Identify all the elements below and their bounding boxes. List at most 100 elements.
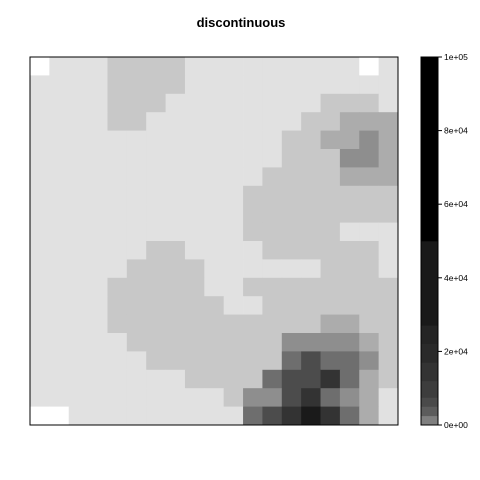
heatmap-cell [68, 241, 89, 260]
heatmap-cell [301, 314, 321, 334]
heatmap-cell [204, 296, 225, 315]
heatmap-cell [378, 259, 399, 279]
heatmap-cell [107, 185, 128, 205]
heatmap-cell [107, 333, 128, 352]
heatmap-cell [204, 222, 225, 242]
heatmap-cell [107, 369, 128, 389]
heatmap-cell [320, 351, 341, 371]
heatmap-cell [30, 259, 50, 279]
heatmap-cell [126, 93, 147, 113]
heatmap-cell [262, 185, 283, 205]
heatmap-cell [126, 277, 147, 297]
colorbar-tick-label: 1e+05 [444, 52, 468, 62]
colorbar-band [421, 344, 438, 363]
heatmap-cell [262, 296, 283, 315]
heatmap-cell [184, 369, 205, 389]
heatmap-cell [281, 296, 302, 315]
heatmap-cell [146, 277, 166, 297]
heatmap-cell [262, 167, 283, 187]
heatmap-cell [359, 351, 380, 371]
heatmap-cell [223, 185, 244, 205]
heatmap-cell [184, 222, 205, 242]
heatmap-cell [378, 130, 399, 150]
heatmap-cell [281, 277, 302, 297]
heatmap-cell [223, 93, 244, 113]
heatmap-cell [68, 296, 89, 315]
heatmap-cell [223, 369, 244, 389]
heatmap-cell [339, 388, 360, 407]
heatmap-cell [165, 277, 186, 297]
heatmap-cell [339, 185, 360, 205]
heatmap-cell [30, 222, 50, 242]
heatmap-cell [146, 296, 166, 315]
heatmap-cell [49, 277, 70, 297]
heatmap-cell [339, 333, 360, 352]
colorbar-band [421, 406, 438, 417]
heatmap-cell [281, 185, 302, 205]
heatmap-cell [301, 149, 321, 168]
heatmap-cell [107, 112, 128, 131]
heatmap-cell [339, 204, 360, 223]
heatmap-cell [378, 185, 399, 205]
heatmap-cell [88, 351, 108, 371]
heatmap-cell [281, 75, 302, 95]
heatmap-cell [126, 185, 147, 205]
heatmap-cell [184, 204, 205, 223]
heatmap-cell [243, 204, 263, 223]
heatmap-cell [281, 314, 302, 334]
heatmap-cell [107, 167, 128, 187]
heatmap-cell [146, 75, 166, 95]
heatmap-cell [281, 259, 302, 279]
heatmap-cell [30, 167, 50, 187]
heatmap-cell [378, 222, 399, 242]
heatmap-cell [359, 149, 380, 168]
colorbar-band [421, 57, 438, 242]
heatmap-cell [68, 406, 89, 426]
heatmap-cell [204, 149, 225, 168]
heatmap-cell [107, 296, 128, 315]
heatmap-cell [301, 333, 321, 352]
heatmap-cell [339, 130, 360, 150]
heatmap-cell [223, 112, 244, 131]
heatmap-cell [204, 112, 225, 131]
heatmap-cell [262, 204, 283, 223]
heatmap-cell [223, 259, 244, 279]
heatmap-cell [146, 112, 166, 131]
heatmap-cell [223, 333, 244, 352]
heatmap-cell [339, 241, 360, 260]
heatmap-cell [165, 75, 186, 95]
heatmap-cell [184, 277, 205, 297]
heatmap-cell [359, 222, 380, 242]
heatmap-cell [262, 93, 283, 113]
heatmap-cell [378, 75, 399, 95]
heatmap-cell [320, 57, 341, 76]
heatmap-cell [126, 314, 147, 334]
heatmap-cell [204, 130, 225, 150]
heatmap-cell [107, 351, 128, 371]
heatmap-cell [30, 75, 50, 95]
heatmap-cell [30, 112, 50, 131]
heatmap-cell [320, 149, 341, 168]
heatmap-cell [204, 75, 225, 95]
heatmap-cell [262, 314, 283, 334]
heatmap-cell [243, 93, 263, 113]
heatmap-cell [339, 369, 360, 389]
heatmap-cell [243, 406, 263, 426]
heatmap-cell [320, 167, 341, 187]
heatmap-cell [204, 93, 225, 113]
heatmap-cell [184, 388, 205, 407]
heatmap-cell [30, 57, 50, 76]
colorbar-tick-label: 8e+04 [444, 126, 468, 136]
heatmap-cell [49, 369, 70, 389]
heatmap-cell [281, 333, 302, 352]
heatmap-cell [223, 57, 244, 76]
heatmap-cell [204, 259, 225, 279]
heatmap-cell [88, 241, 108, 260]
heatmap-cell [68, 167, 89, 187]
heatmap-cell [204, 185, 225, 205]
colorbar-frame [420, 56, 439, 426]
heatmap-cell [281, 204, 302, 223]
heatmap-cell [88, 222, 108, 242]
heatmap-cell [262, 149, 283, 168]
heatmap-cell [68, 222, 89, 242]
